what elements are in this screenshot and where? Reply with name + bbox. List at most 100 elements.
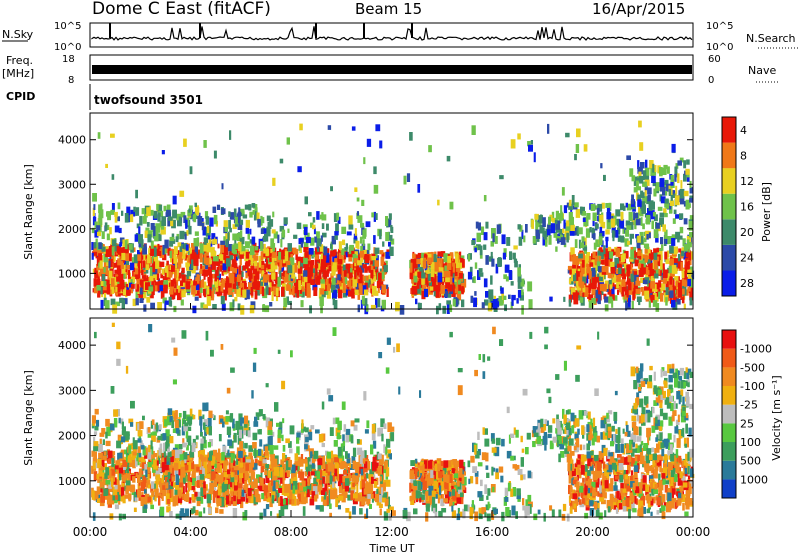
velocity-cell-632 — [199, 479, 202, 487]
power-cell-2274 — [618, 280, 624, 286]
velocity-cell-1463 — [304, 490, 307, 497]
velocity-cell-764 — [103, 488, 109, 496]
power-cell-3079 — [660, 196, 666, 204]
velocity-cell-846 — [226, 489, 230, 495]
velocity-cell-1091 — [183, 423, 188, 432]
power-cell-1117 — [181, 243, 184, 249]
power-cell-651 — [131, 257, 134, 263]
power-cell-865 — [253, 275, 258, 285]
power-cell-3189 — [356, 197, 360, 202]
power-cell-3204 — [105, 163, 108, 168]
power-cell-1367 — [324, 270, 329, 277]
power-cell-426 — [235, 248, 241, 256]
power-cell-2035 — [420, 258, 424, 264]
velocity-cell-1147 — [105, 431, 108, 439]
velocity-cell-600 — [198, 458, 201, 468]
power-cell-646 — [223, 279, 226, 288]
power-cell-708 — [265, 259, 269, 268]
power-cell-1535 — [298, 272, 302, 283]
velocity-cell-633 — [247, 474, 250, 481]
power-cell-3078 — [674, 166, 678, 174]
velocity-cell-963 — [258, 409, 263, 417]
power-cell-1416 — [364, 266, 368, 273]
power-cell-744 — [257, 281, 261, 286]
power-cell-1660 — [287, 265, 293, 274]
power-cell-1548 — [279, 258, 283, 268]
power-cell-1415 — [278, 267, 282, 274]
power-cell-2816 — [653, 252, 658, 262]
power-cell-1777 — [287, 243, 292, 252]
power-cell-2196 — [490, 241, 494, 247]
velocity-cell-713 — [270, 453, 275, 461]
velocity-cell-1245 — [348, 487, 352, 493]
velocity-cell-548 — [96, 473, 100, 480]
power-cell-1466 — [294, 263, 298, 273]
power-cell-2723 — [655, 283, 660, 290]
power-cell-3230 — [533, 152, 536, 163]
velocity-cell-981 — [136, 452, 139, 462]
power-cell-1074 — [247, 233, 250, 240]
power-cell-3196 — [373, 184, 379, 194]
power-cell-1600 — [271, 272, 276, 280]
power-cell-839 — [220, 265, 223, 272]
power-cell-2695 — [614, 274, 616, 283]
velocity-cell-1112 — [169, 416, 173, 423]
velocity-cell-1174 — [284, 497, 289, 507]
power-cell-2643 — [675, 280, 680, 286]
power-cell-1561 — [298, 280, 302, 290]
velocity-cell-485 — [131, 487, 135, 493]
power-cell-3123 — [662, 167, 667, 175]
power-cell-2042 — [419, 267, 424, 273]
power-cell-874 — [191, 259, 194, 270]
power-cell-966 — [171, 239, 176, 244]
velocity-cell-471 — [99, 488, 103, 493]
power-cell-3305 — [488, 302, 493, 312]
power-cell-1645 — [297, 261, 300, 269]
power-cell-319 — [229, 249, 233, 259]
power-cell-2188 — [500, 287, 504, 294]
velocity-cell-1552 — [311, 491, 316, 499]
power-cell-3062 — [646, 214, 651, 225]
velocity-cell-1313 — [382, 492, 388, 498]
velocity-cell-611 — [196, 496, 201, 501]
power-cell-2123 — [527, 281, 533, 292]
velocity-cell-512 — [260, 466, 263, 473]
power-cell-3313 — [370, 304, 376, 310]
power-cell-1760 — [385, 216, 388, 226]
power-cell-1517 — [300, 262, 304, 269]
power-cell-1625 — [283, 276, 287, 283]
power-cell-138 — [152, 255, 155, 265]
power-cell-2977 — [593, 242, 597, 250]
velocity-cell-511 — [264, 470, 268, 475]
power-cell-3200 — [575, 144, 580, 153]
power-cell-987 — [183, 243, 188, 250]
velocity-cell-845 — [173, 462, 179, 471]
power-cell-877 — [120, 261, 124, 268]
power-cell-3274 — [203, 304, 208, 309]
power-cell-1477 — [375, 269, 379, 274]
power-cell-1730 — [385, 232, 389, 242]
power-cell-2631 — [584, 255, 589, 261]
power-cell-3331 — [206, 296, 211, 306]
power-cell-2149 — [477, 222, 481, 231]
power-cell-2165 — [473, 276, 476, 284]
power-cell-1255 — [307, 262, 312, 269]
power-cell-2225 — [534, 213, 539, 220]
power-cell-945 — [114, 225, 120, 233]
power-cell-1756 — [389, 234, 393, 241]
power-cell-3276 — [655, 303, 660, 312]
power-cell-880 — [216, 266, 219, 276]
power-cell-2621 — [653, 293, 657, 300]
power-cell-1423 — [384, 284, 389, 289]
power-cell-372 — [218, 273, 221, 280]
power-cell-489 — [171, 258, 175, 264]
velocity-cell-871 — [158, 495, 161, 506]
velocity-cell-1066 — [101, 428, 106, 435]
power-cell-338 — [160, 289, 165, 299]
velocity-cell-95 — [229, 487, 233, 494]
velocity-cell-988 — [240, 417, 245, 424]
power-cell-2266 — [660, 283, 666, 292]
power-colorbar-band-2 — [722, 219, 736, 245]
velocity-cell-1457 — [321, 496, 324, 502]
power-cell-2796 — [638, 269, 643, 277]
